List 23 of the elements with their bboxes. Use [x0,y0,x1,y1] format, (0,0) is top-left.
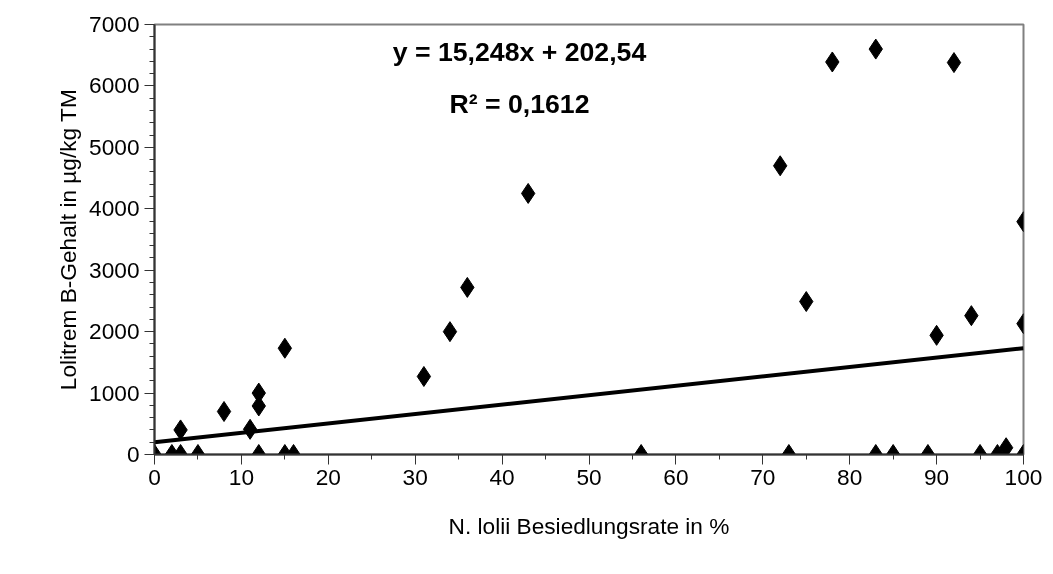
y-tick-label: 2000 [89,318,140,345]
y-tick-label: 3000 [89,256,140,283]
y-tick-label: 5000 [89,133,140,160]
y-tick-label: 7000 [89,11,140,37]
x-tick-label: 50 [576,463,602,490]
y-tick-label: 6000 [89,72,140,99]
x-tick-label: 10 [228,463,254,490]
y-axis-title: Lolitrem B-Gehalt in µg/kg TM [55,89,82,391]
y-tick-label: 4000 [89,195,140,222]
y-tick-label: 0 [126,441,140,467]
x-tick-label: 40 [489,463,515,490]
x-tick-label: 30 [402,463,428,490]
x-tick-label: 70 [750,463,776,490]
x-tick-label: 0 [148,463,161,490]
x-tick-label: 90 [924,463,950,490]
x-tick-label: 80 [837,463,863,490]
x-axis-title: N. lolii Besiedlungsrate in % [448,512,730,539]
x-tick-label: 100 [1004,463,1043,490]
annotation: R² = 0,1612 [449,88,590,119]
x-tick-label: 60 [663,463,689,490]
y-tick-label: 1000 [89,379,140,406]
x-tick-label: 20 [315,463,341,490]
annotation: y = 15,248x + 202,54 [392,36,647,67]
